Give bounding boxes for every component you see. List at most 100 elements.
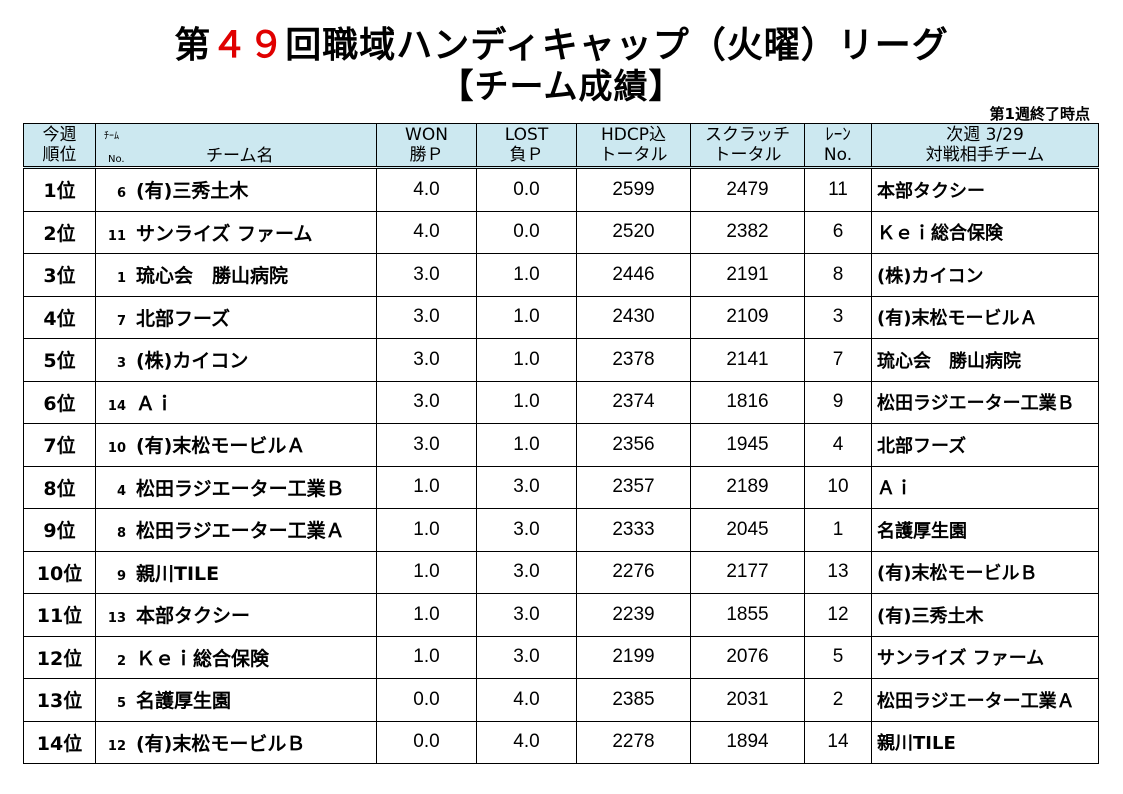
title-suffix: 回職域ハンディキャップ（火曜）リーグ: [285, 25, 949, 66]
next-opponent-cell: 北部フーズ: [871, 423, 1099, 467]
lane-no-cell: 12: [804, 593, 872, 637]
won-points-cell: 3.0: [376, 295, 477, 339]
lost-points-cell: 3.0: [476, 508, 577, 552]
scratch-total-cell: 1816: [690, 380, 805, 424]
header-next-opponent: 次週 3/29 対戦相手チーム: [871, 123, 1099, 168]
next-opponent-cell: 松田ラジエーター工業Ｂ: [871, 380, 1099, 424]
lane-no-cell: 3: [804, 295, 872, 339]
won-points-cell: 1.0: [376, 550, 477, 594]
won-points-cell: 1.0: [376, 508, 477, 552]
header-hdcp-total: HDCP込 トータル: [576, 123, 691, 168]
scratch-total-cell: 2382: [690, 210, 805, 254]
team-no: 5: [116, 696, 126, 712]
lost-points-cell: 1.0: [476, 295, 577, 339]
lost-points-cell: 1.0: [476, 253, 577, 297]
lost-points-cell: 1.0: [476, 338, 577, 382]
team-no: 12: [107, 738, 126, 754]
team-name: 松田ラジエーター工業Ｂ: [136, 477, 345, 500]
scratch-total-cell: 2177: [690, 550, 805, 594]
hdcp-total-cell: 2239: [576, 593, 691, 637]
table-row: 4位 7 北部フーズ 3.0 1.0 2430 2109 3 (有)末松モービルＡ: [23, 295, 1099, 339]
as-of-label: 第1週終了時点: [989, 105, 1090, 123]
rank-cell: 3位: [23, 253, 96, 297]
header-rank: 今週 順位: [23, 123, 96, 168]
team-no: 8: [116, 526, 126, 542]
won-points-cell: 3.0: [376, 380, 477, 424]
header-won: WON 勝Ｐ: [376, 123, 477, 168]
team-name: Ｋｅｉ総合保険: [136, 647, 270, 670]
lane-no-cell: 13: [804, 550, 872, 594]
next-opponent-cell: Ａｉ: [871, 465, 1099, 509]
team-name: サンライズ ファーム: [136, 222, 313, 245]
team-name: (有)末松モービルＢ: [136, 732, 306, 755]
lost-points-cell: 4.0: [476, 720, 577, 764]
won-points-cell: 0.0: [376, 720, 477, 764]
scratch-total-cell: 2031: [690, 678, 805, 722]
lost-points-cell: 0.0: [476, 210, 577, 254]
next-opponent-cell: 親川TILE: [871, 720, 1099, 764]
team-no: 11: [107, 228, 126, 244]
lane-no-cell: 14: [804, 720, 872, 764]
won-points-cell: 3.0: [376, 338, 477, 382]
header-lost: LOST 負Ｐ: [476, 123, 577, 168]
team-cell: 2 Ｋｅｉ総合保険: [95, 635, 377, 679]
rank-cell: 8位: [23, 465, 96, 509]
lane-no-cell: 2: [804, 678, 872, 722]
hdcp-total-cell: 2446: [576, 253, 691, 297]
team-cell: 6 (有)三秀土木: [95, 167, 377, 212]
team-name: 本部タクシー: [136, 605, 251, 628]
rank-cell: 9位: [23, 508, 96, 552]
team-cell: 10 (有)末松モービルＡ: [95, 423, 377, 467]
hdcp-total-cell: 2356: [576, 423, 691, 467]
table-row: 10位 9 親川TILE 1.0 3.0 2276 2177 13 (有)末松モービルＢ: [23, 550, 1099, 594]
header-scratch-total: スクラッチ トータル: [690, 123, 805, 168]
lane-no-cell: 4: [804, 423, 872, 467]
scratch-total-cell: 2141: [690, 338, 805, 382]
won-points-cell: 1.0: [376, 465, 477, 509]
won-points-cell: 0.0: [376, 678, 477, 722]
team-name: 琉心会 勝山病院: [136, 265, 289, 288]
next-opponent-cell: 名護厚生園: [871, 508, 1099, 552]
team-name: 親川TILE: [136, 562, 220, 585]
lane-no-cell: 11: [804, 167, 872, 212]
standings-table: 今週 順位 ﾁｰﾑ No. チーム名 WON 勝Ｐ LOST 負Ｐ HDCP込 トータル…: [23, 123, 1099, 764]
rank-cell: 13位: [23, 678, 96, 722]
team-name: 名護厚生園: [136, 690, 232, 713]
next-opponent-cell: (有)三秀土木: [871, 593, 1099, 637]
team-cell: 12 (有)末松モービルＢ: [95, 720, 377, 764]
won-points-cell: 1.0: [376, 593, 477, 637]
table-row: 2位 11 サンライズ ファーム 4.0 0.0 2520 2382 6 Ｋｅｉ総合保険: [23, 210, 1099, 254]
header-team-no-top: ﾁｰﾑ: [104, 131, 119, 142]
table-row: 14位 12 (有)末松モービルＢ 0.0 4.0 2278 1894 14 親川TILE: [23, 720, 1099, 764]
team-cell: 4 松田ラジエーター工業Ｂ: [95, 465, 377, 509]
header-row: 今週 順位 ﾁｰﾑ No. チーム名 WON 勝Ｐ LOST 負Ｐ HDCP込 トータル…: [23, 123, 1099, 168]
team-cell: 7 北部フーズ: [95, 295, 377, 339]
scratch-total-cell: 1855: [690, 593, 805, 637]
table-row: 5位 3 (株)カイコン 3.0 1.0 2378 2141 7 琉心会 勝山病院: [23, 338, 1099, 382]
scratch-total-cell: 1945: [690, 423, 805, 467]
team-no: 9: [116, 568, 126, 584]
hdcp-total-cell: 2278: [576, 720, 691, 764]
team-name: (有)三秀土木: [136, 180, 249, 203]
lost-points-cell: 1.0: [476, 423, 577, 467]
team-no: 10: [107, 441, 126, 457]
team-cell: 11 サンライズ ファーム: [95, 210, 377, 254]
lane-no-cell: 1: [804, 508, 872, 552]
scratch-total-cell: 2479: [690, 167, 805, 212]
table-row: 11位 13 本部タクシー 1.0 3.0 2239 1855 12 (有)三秀土木: [23, 593, 1099, 637]
header-team: ﾁｰﾑ No. チーム名: [95, 123, 377, 168]
rank-cell: 12位: [23, 635, 96, 679]
rank-cell: 7位: [23, 423, 96, 467]
scratch-total-cell: 1894: [690, 720, 805, 764]
lane-no-cell: 5: [804, 635, 872, 679]
scratch-total-cell: 2189: [690, 465, 805, 509]
team-cell: 9 親川TILE: [95, 550, 377, 594]
rank-cell: 6位: [23, 380, 96, 424]
team-cell: 3 (株)カイコン: [95, 338, 377, 382]
table-row: 9位 8 松田ラジエーター工業Ａ 1.0 3.0 2333 2045 1 名護厚生園: [23, 508, 1099, 552]
title-prefix: 第: [174, 25, 212, 66]
team-name: 北部フーズ: [136, 307, 231, 330]
next-opponent-cell: (株)カイコン: [871, 253, 1099, 297]
team-no: 6: [116, 186, 126, 202]
lost-points-cell: 0.0: [476, 167, 577, 212]
